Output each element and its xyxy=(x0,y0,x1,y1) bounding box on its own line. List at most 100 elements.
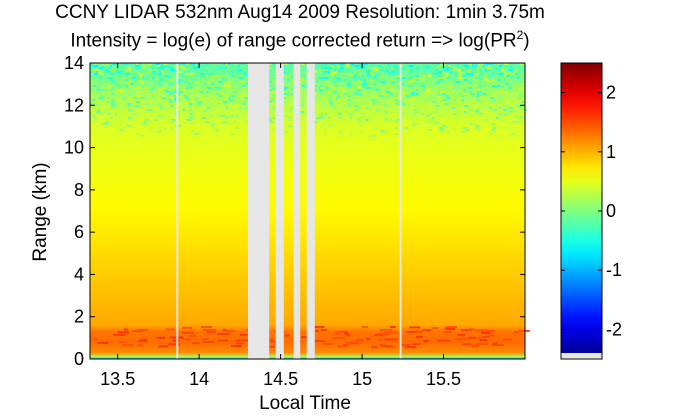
speckle-pixel xyxy=(101,91,105,93)
speckle-pixel xyxy=(357,67,360,69)
speckle-pixel xyxy=(324,91,328,93)
speckle-pixel xyxy=(105,121,109,123)
speckle-pixel xyxy=(109,69,114,71)
speckle-pixel xyxy=(412,109,417,111)
speckle-pixel xyxy=(491,123,496,125)
speckle-pixel xyxy=(301,63,307,65)
speckle-pixel xyxy=(333,115,338,117)
speckle-pixel xyxy=(204,75,208,77)
speckle-pixel xyxy=(485,63,490,65)
speckle-pixel xyxy=(377,73,380,75)
speckle-pixel xyxy=(400,83,405,85)
speckle-pixel xyxy=(401,103,406,105)
speckle-pixel xyxy=(319,91,322,93)
speckle-pixel xyxy=(494,135,499,137)
speckle-pixel xyxy=(231,115,235,117)
streak-pixel xyxy=(489,334,495,337)
speckle-pixel xyxy=(518,105,522,107)
speckle-pixel xyxy=(283,131,289,133)
speckle-pixel xyxy=(287,117,292,119)
speckle-pixel xyxy=(364,83,368,85)
streak-pixel xyxy=(202,341,215,343)
speckle-pixel xyxy=(186,75,190,77)
speckle-pixel xyxy=(186,119,192,121)
speckle-pixel xyxy=(288,105,292,107)
streak-pixel xyxy=(200,326,212,329)
speckle-pixel xyxy=(356,89,362,91)
speckle-pixel xyxy=(358,81,363,83)
speckle-pixel xyxy=(466,97,471,99)
speckle-pixel xyxy=(290,83,294,85)
speckle-pixel xyxy=(383,67,387,69)
speckle-pixel xyxy=(491,129,496,131)
speckle-pixel xyxy=(107,85,112,87)
speckle-pixel xyxy=(353,71,357,73)
speckle-pixel xyxy=(328,79,332,81)
speckle-pixel xyxy=(449,127,453,129)
speckle-pixel xyxy=(322,69,327,71)
speckle-pixel xyxy=(130,87,133,89)
streak-pixel xyxy=(183,338,192,341)
streak-pixel xyxy=(266,345,275,348)
speckle-pixel xyxy=(243,113,247,115)
speckle-pixel xyxy=(298,81,303,83)
speckle-pixel xyxy=(461,95,465,97)
speckle-pixel xyxy=(205,97,210,99)
speckle-pixel xyxy=(162,133,166,135)
speckle-pixel xyxy=(147,63,152,65)
speckle-pixel xyxy=(398,63,401,65)
streak-pixel xyxy=(157,336,166,339)
speckle-pixel xyxy=(127,103,132,105)
speckle-pixel xyxy=(389,79,393,81)
speckle-pixel xyxy=(243,101,247,103)
speckle-pixel xyxy=(346,79,350,81)
speckle-pixel xyxy=(495,67,500,69)
speckle-pixel xyxy=(107,101,110,103)
streak-pixel xyxy=(415,330,424,333)
speckle-pixel xyxy=(215,93,220,95)
speckle-pixel xyxy=(284,115,288,117)
speckle-pixel xyxy=(221,115,226,117)
speckle-pixel xyxy=(245,109,250,111)
speckle-pixel xyxy=(499,65,502,67)
speckle-pixel xyxy=(390,89,394,91)
streak-pixel xyxy=(457,333,465,336)
speckle-pixel xyxy=(509,105,513,107)
speckle-pixel xyxy=(98,71,102,73)
speckle-pixel xyxy=(462,63,467,65)
speckle-pixel xyxy=(438,127,444,129)
speckle-pixel xyxy=(416,111,421,113)
speckle-pixel xyxy=(519,63,523,65)
streak-pixel xyxy=(334,331,346,334)
speckle-pixel xyxy=(339,63,345,65)
speckle-pixel xyxy=(169,127,174,129)
speckle-pixel xyxy=(228,107,233,109)
speckle-pixel xyxy=(143,71,148,73)
speckle-pixel xyxy=(246,99,249,101)
speckle-pixel xyxy=(300,105,304,107)
speckle-pixel xyxy=(520,117,525,119)
speckle-pixel xyxy=(363,97,366,99)
speckle-pixel xyxy=(384,105,387,107)
streak-pixel xyxy=(285,334,290,337)
speckle-pixel xyxy=(397,97,402,99)
speckle-pixel xyxy=(335,93,338,95)
speckle-pixel xyxy=(471,93,476,95)
speckle-pixel xyxy=(446,131,451,133)
speckle-pixel xyxy=(453,69,456,71)
speckle-pixel xyxy=(144,119,150,121)
speckle-pixel xyxy=(240,71,243,73)
speckle-pixel xyxy=(410,117,414,119)
speckle-pixel xyxy=(461,69,466,71)
speckle-pixel xyxy=(495,81,500,83)
speckle-pixel xyxy=(479,113,483,115)
speckle-pixel xyxy=(509,127,514,129)
x-tick-label: 14 xyxy=(189,369,209,389)
speckle-pixel xyxy=(215,69,218,71)
speckle-pixel xyxy=(373,127,378,129)
speckle-pixel xyxy=(180,93,184,95)
speckle-pixel xyxy=(211,123,215,125)
speckle-pixel xyxy=(218,73,222,75)
subtitle-suffix: ) xyxy=(523,30,530,52)
speckle-pixel xyxy=(503,75,507,77)
